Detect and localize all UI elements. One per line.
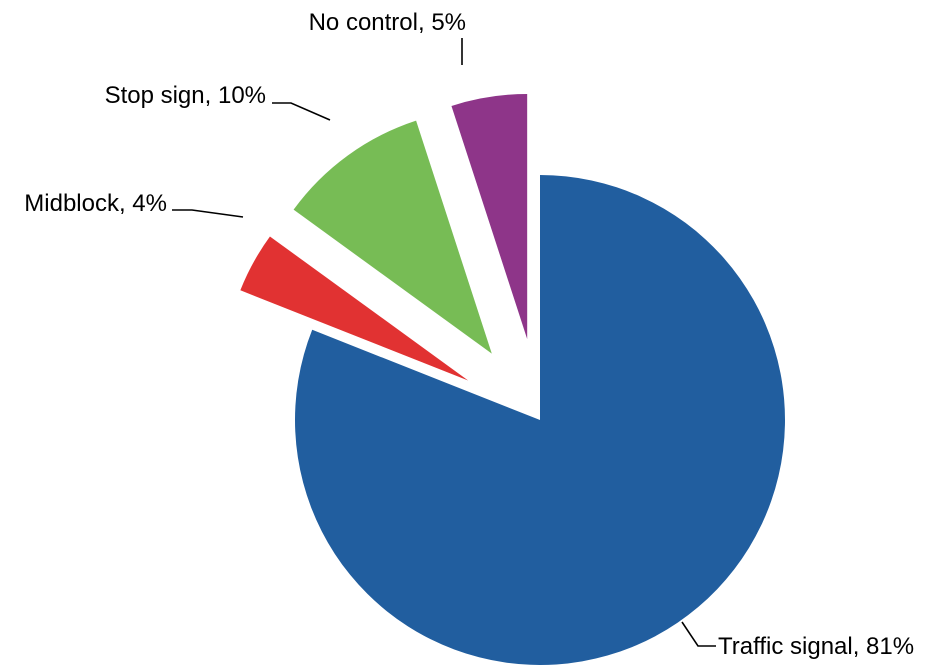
pie-slice-stop-sign: [293, 120, 492, 354]
pie-slice-traffic-signal: [295, 175, 785, 665]
pie-slice-no-control: [451, 94, 528, 340]
label-leader-lines: [172, 38, 716, 647]
slice-label-traffic-signal: Traffic signal, 81%: [718, 633, 914, 660]
slice-label-no-control: No control, 5%: [309, 9, 466, 36]
slice-label-stop-sign: Stop sign, 10%: [105, 82, 266, 109]
slice-label-midblock: Midblock, 4%: [24, 190, 167, 217]
slice-labels: Traffic signal, 81% Midblock, 4% Stop si…: [24, 9, 914, 660]
pie-slice-midblock: [240, 236, 469, 381]
pie-slices: [240, 94, 785, 665]
leader-line-midblock: [172, 209, 244, 218]
leader-line-traffic-signal: [681, 621, 716, 647]
leader-line-stop-sign: [272, 102, 331, 121]
